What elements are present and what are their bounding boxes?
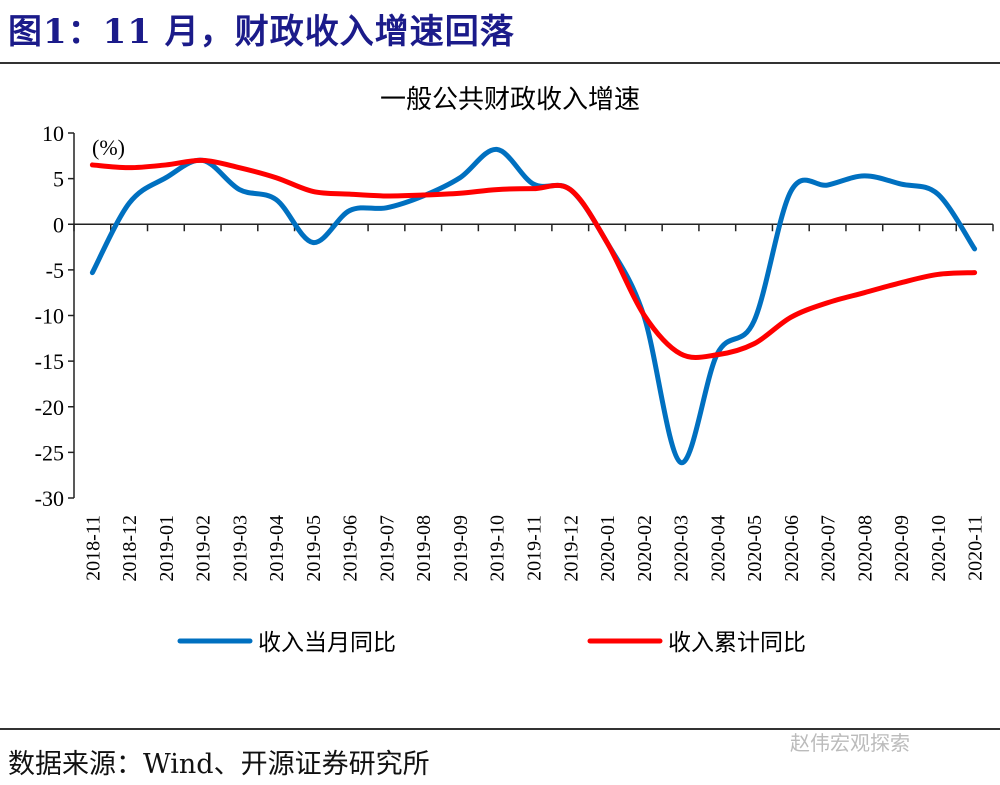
top-divider	[0, 62, 1000, 64]
figure-title: 图1：11 月，财政收入增速回落	[8, 12, 515, 52]
x-tick-label: 2020-11	[965, 515, 987, 581]
legend-label-0: 收入当月同比	[258, 630, 396, 655]
x-tick-label: 2018-12	[119, 515, 141, 582]
x-tick-label: 2020-01	[597, 515, 619, 582]
x-tick-label: 2020-06	[781, 515, 803, 582]
series-line-1	[89, 157, 978, 360]
x-tick-label: 2019-04	[266, 515, 288, 582]
x-tick-label: 2019-07	[376, 515, 398, 582]
bottom-divider	[0, 728, 1000, 730]
x-tick-label: 2020-05	[744, 515, 766, 582]
x-tick-label: 2020-10	[928, 515, 950, 582]
x-tick-label: 2020-03	[671, 515, 693, 582]
x-tick-label: 2020-04	[707, 515, 729, 582]
y-tick-label: -20	[35, 395, 64, 420]
x-tick-label: 2020-02	[634, 515, 656, 582]
unit-label: (%)	[92, 135, 125, 160]
source-note: 数据来源：Wind、开源证券研究所	[8, 749, 430, 780]
y-tick-label: -25	[35, 440, 64, 465]
x-tick-label: 2019-11	[524, 515, 546, 581]
y-tick-label: 0	[53, 212, 64, 237]
y-tick-label: -15	[35, 349, 64, 374]
x-tick-label: 2019-01	[156, 515, 178, 582]
line-chart: 一般公共财政收入增速 (%) 10 5 0 -5 -10 -15 -20 -25 -30 2018…	[35, 85, 994, 655]
x-tick-label: 2020-07	[818, 515, 840, 582]
watermark-logo: 赵伟宏观探索	[790, 731, 910, 755]
x-tick-label: 2019-08	[413, 515, 435, 582]
x-tick-label: 2018-11	[82, 515, 104, 581]
y-tick-label: 10	[42, 121, 64, 146]
series-line-0	[89, 146, 978, 465]
y-tick-label: -30	[35, 486, 64, 511]
x-tick-label: 2019-09	[450, 515, 472, 582]
y-tick-label: -10	[35, 304, 64, 329]
y-tick-label: -5	[46, 258, 64, 283]
chart-title: 一般公共财政收入增速	[380, 85, 640, 114]
x-tick-label: 2019-10	[487, 515, 509, 582]
y-tick-label: 5	[53, 167, 64, 192]
x-tick-label: 2019-05	[303, 515, 325, 582]
x-tick-label: 2020-09	[891, 515, 913, 582]
x-tick-label: 2019-03	[229, 515, 251, 582]
x-tick-label: 2019-06	[340, 515, 362, 582]
legend-label-1: 收入累计同比	[668, 630, 806, 655]
x-tick-label: 2019-12	[560, 515, 582, 582]
x-tick-label: 2020-08	[854, 515, 876, 582]
x-tick-label: 2019-02	[193, 515, 215, 582]
